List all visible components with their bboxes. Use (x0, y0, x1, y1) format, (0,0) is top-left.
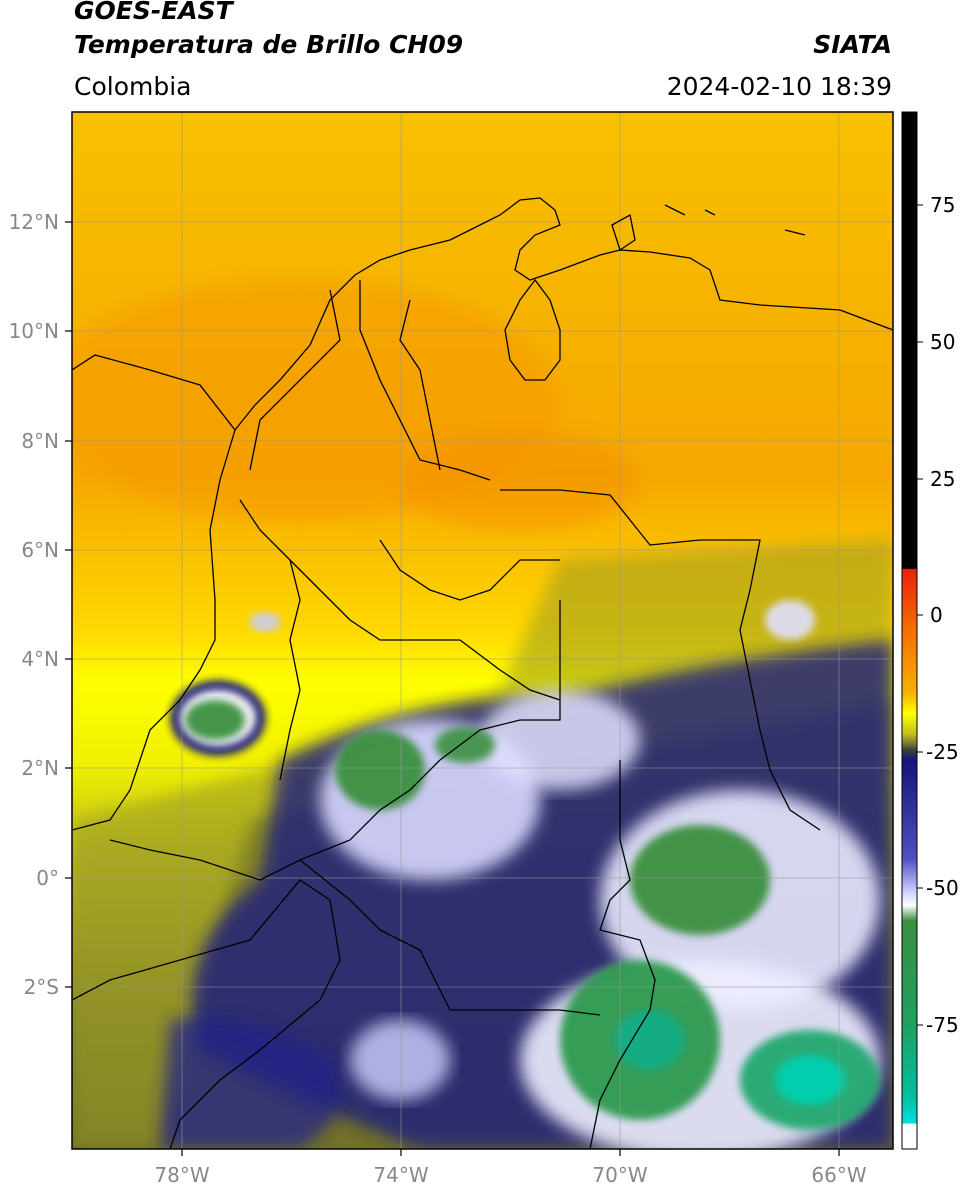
borders (72, 197, 893, 1149)
colorbar-label: -50 (926, 876, 959, 900)
datetime-label: 2024-02-10 18:39 (666, 72, 892, 101)
lon-tick-label: 78°W (154, 1163, 209, 1187)
agency-label: SIATA (813, 30, 892, 59)
product-title: Temperatura de Brillo CH09 (74, 30, 464, 59)
colorbar-label: 0 (930, 603, 943, 627)
lon-tick-label: 66°W (811, 1163, 866, 1187)
temperature-field (72, 112, 893, 1149)
colorbar-label: -75 (926, 1013, 959, 1037)
lat-tick-label: 10°N (9, 319, 59, 343)
colorbar-label: 50 (930, 330, 955, 354)
map-frame (71, 111, 894, 1150)
lat-tick-label: 12°N (9, 210, 59, 234)
lon-tick-label: 70°W (592, 1163, 647, 1187)
colorbar-label: 25 (930, 467, 955, 491)
axis-ticks (65, 221, 840, 1156)
colorbar-ticks (917, 204, 923, 1026)
colorbar-label: -25 (926, 740, 959, 764)
lat-tick-label: 8°N (21, 429, 59, 453)
lat-tick-label: 2°S (24, 975, 59, 999)
colorbar-label: 75 (930, 193, 955, 217)
graticule (72, 112, 893, 1149)
colorbar (901, 111, 918, 1150)
lat-tick-label: 0° (36, 866, 59, 890)
lat-tick-label: 4°N (21, 647, 59, 671)
region-label: Colombia (74, 72, 192, 101)
lat-tick-label: 2°N (21, 756, 59, 780)
lon-tick-label: 74°W (373, 1163, 428, 1187)
lat-tick-label: 6°N (21, 538, 59, 562)
satellite-title: GOES-EAST (74, 0, 233, 25)
